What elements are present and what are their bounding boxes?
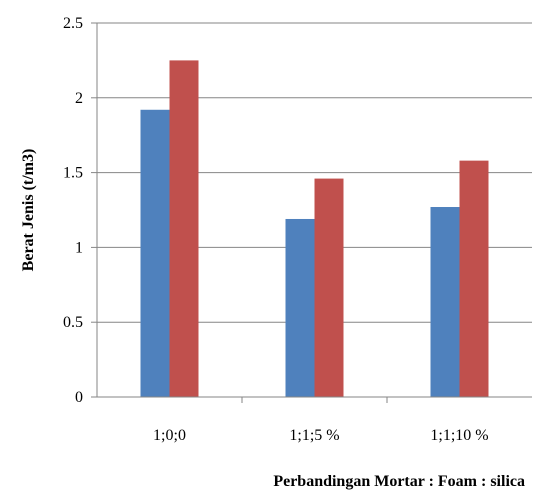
y-tick-label: 1 xyxy=(75,239,83,256)
bar-series-1-2 xyxy=(285,218,315,397)
tick-labels: 0 0.5 1 1.5 2 2.5 1;0;0 1;1;5 % 1;1;10 % xyxy=(63,15,489,444)
bar-series-2-3 xyxy=(459,160,489,397)
bar-series-1-3 xyxy=(430,207,460,397)
bar-series-1-1 xyxy=(140,109,170,397)
bars xyxy=(140,60,489,398)
y-tick-label: 0 xyxy=(75,389,83,406)
y-tick-label: 2 xyxy=(75,90,83,107)
x-axis-title: Perbandingan Mortar : Foam : silica xyxy=(273,473,525,490)
x-tick-label: 1;0;0 xyxy=(153,427,186,444)
bar-series-2-2 xyxy=(314,178,344,397)
y-tick-label: 2.5 xyxy=(63,15,83,32)
y-tick-label: 0.5 xyxy=(63,314,83,331)
axes xyxy=(91,22,532,403)
x-tick-label: 1;1;10 % xyxy=(430,427,488,444)
x-tick-label: 1;1;5 % xyxy=(289,427,339,444)
y-axis-title: Berat Jenis (t/m3) xyxy=(20,149,37,272)
y-tick-label: 1.5 xyxy=(63,165,83,182)
bar-series-2-1 xyxy=(169,60,199,398)
